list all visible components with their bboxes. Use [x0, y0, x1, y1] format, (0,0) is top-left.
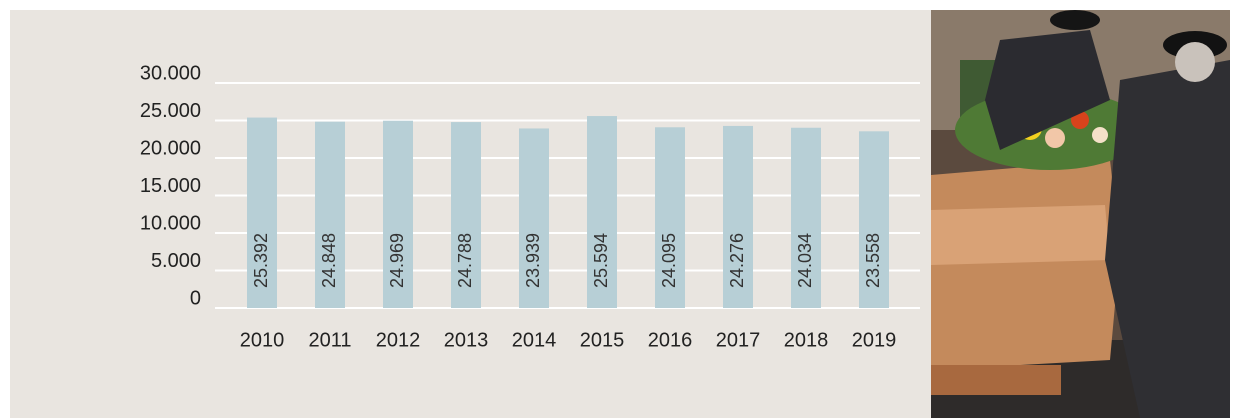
- y-tick-label: 10.000: [140, 212, 201, 234]
- bar: [315, 121, 345, 308]
- bar: [383, 120, 413, 308]
- value-label: 24.969: [387, 233, 407, 288]
- x-tick-label: 2012: [376, 329, 421, 351]
- bar: [859, 131, 889, 308]
- y-tick-label: 5.000: [151, 250, 201, 272]
- bar: [791, 127, 821, 309]
- y-tick-label: 30.000: [140, 62, 201, 84]
- value-label: 23.558: [863, 233, 883, 288]
- bar: [519, 128, 549, 308]
- value-label: 24.788: [455, 233, 475, 288]
- x-tick-label: 2019: [852, 329, 897, 351]
- bar: [451, 122, 481, 308]
- bar: [655, 127, 685, 308]
- x-tick-label: 2017: [716, 329, 761, 351]
- value-label: 24.095: [659, 233, 679, 288]
- value-label: 25.392: [251, 233, 271, 288]
- y-tick-label: 15.000: [140, 175, 201, 197]
- x-tick-label: 2014: [512, 329, 557, 351]
- value-label: 23.939: [523, 233, 543, 288]
- x-tick-label: 2010: [240, 329, 285, 351]
- value-label: 24.276: [727, 233, 747, 288]
- y-tick-label: 25.000: [140, 100, 201, 122]
- value-label: 24.848: [319, 233, 339, 288]
- x-tick-label: 2015: [580, 329, 625, 351]
- x-tick-label: 2018: [784, 329, 829, 351]
- y-tick-label: 0: [190, 287, 201, 309]
- y-tick-label: 20.000: [140, 137, 201, 159]
- bar: [247, 117, 277, 308]
- bar: [587, 116, 617, 308]
- x-tick-label: 2013: [444, 329, 489, 351]
- x-tick-label: 2016: [648, 329, 693, 351]
- x-tick-label: 2011: [308, 329, 351, 351]
- value-label: 24.034: [795, 233, 815, 288]
- bar: [723, 125, 753, 309]
- photo: [931, 10, 1230, 418]
- value-label: 25.594: [591, 233, 611, 288]
